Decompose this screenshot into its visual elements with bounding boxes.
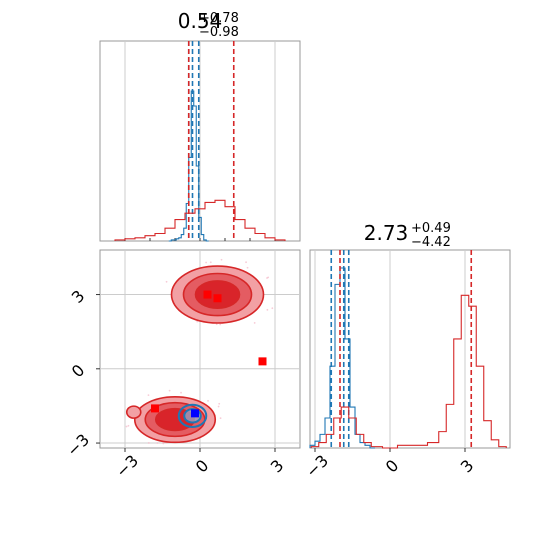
scatter-dot (168, 389, 171, 392)
scatter-dot (205, 261, 208, 264)
panel-hist-top: 0.54 +0.78 −0.98 (99, 9, 301, 242)
contour-ytick-label: −3 (63, 430, 93, 460)
contour-xtick-label: −3 (112, 451, 142, 481)
scatter-dot (217, 405, 220, 408)
red-contour-blob (125, 405, 142, 419)
contour-xtick-label: 3 (267, 456, 288, 477)
contour-series (125, 258, 274, 445)
scatter-dot (219, 417, 222, 420)
hist2-step-1 (310, 294, 507, 449)
hist2-title-minus: −4.42 (411, 235, 451, 250)
hist2-title-value: 2.73 (364, 221, 409, 245)
hist1-title-plus: +0.78 (199, 11, 239, 26)
red-marker (258, 357, 267, 366)
blue-contour-level (177, 403, 208, 428)
panel-contour: −3 0 3 −3 0 3 (63, 249, 301, 481)
contour-ytick-label: 3 (68, 286, 89, 307)
scatter-dot (207, 399, 209, 402)
hist2-series (309, 250, 507, 449)
scatter-dot (125, 425, 128, 428)
scatter-dot (180, 391, 182, 394)
hist2-title-plus: +0.49 (411, 221, 451, 236)
hist2-xtick-label: −3 (302, 451, 332, 481)
contour-markers (151, 290, 267, 418)
scatter-dot (271, 307, 274, 310)
scatter-dot (156, 442, 159, 444)
scatter-dot (209, 261, 212, 264)
hist1-title-minus: −0.98 (199, 25, 239, 40)
scatter-dot (219, 323, 222, 326)
scatter-dot (253, 322, 256, 324)
panel-hist-right: −3 0 3 2.73 +0.49 −4.42 (302, 221, 511, 481)
red-marker (213, 294, 222, 303)
scatter-dot (220, 258, 223, 261)
hist1-title: 0.54 (178, 9, 223, 33)
scatter-dot (196, 320, 199, 323)
scatter-dot (162, 442, 165, 445)
scatter-dot (266, 308, 269, 311)
scatter-dot (218, 402, 221, 405)
scatter-dot (165, 280, 168, 283)
hist1-step-1 (114, 199, 286, 241)
scatter-dot (267, 276, 270, 279)
scatter-dot (147, 394, 150, 397)
hist1-title-value: 0.54 (178, 9, 223, 33)
blue-marker (191, 409, 199, 418)
scatter-dot (246, 266, 249, 269)
scatter-dot (245, 261, 247, 264)
hist2-xtick-label: 3 (457, 456, 478, 477)
scatter-dot (147, 442, 150, 444)
hist2-xtick-label: 0 (382, 456, 403, 477)
hist1-series (114, 41, 286, 242)
scatter-dot (127, 424, 130, 427)
hist2-ticks: −3 0 3 (302, 448, 477, 481)
red-marker (151, 404, 159, 413)
contour-ytick-label: 0 (68, 361, 89, 382)
red-marker (203, 290, 212, 299)
contour-xtick-label: 0 (192, 456, 213, 477)
hist2-grid (314, 250, 466, 448)
